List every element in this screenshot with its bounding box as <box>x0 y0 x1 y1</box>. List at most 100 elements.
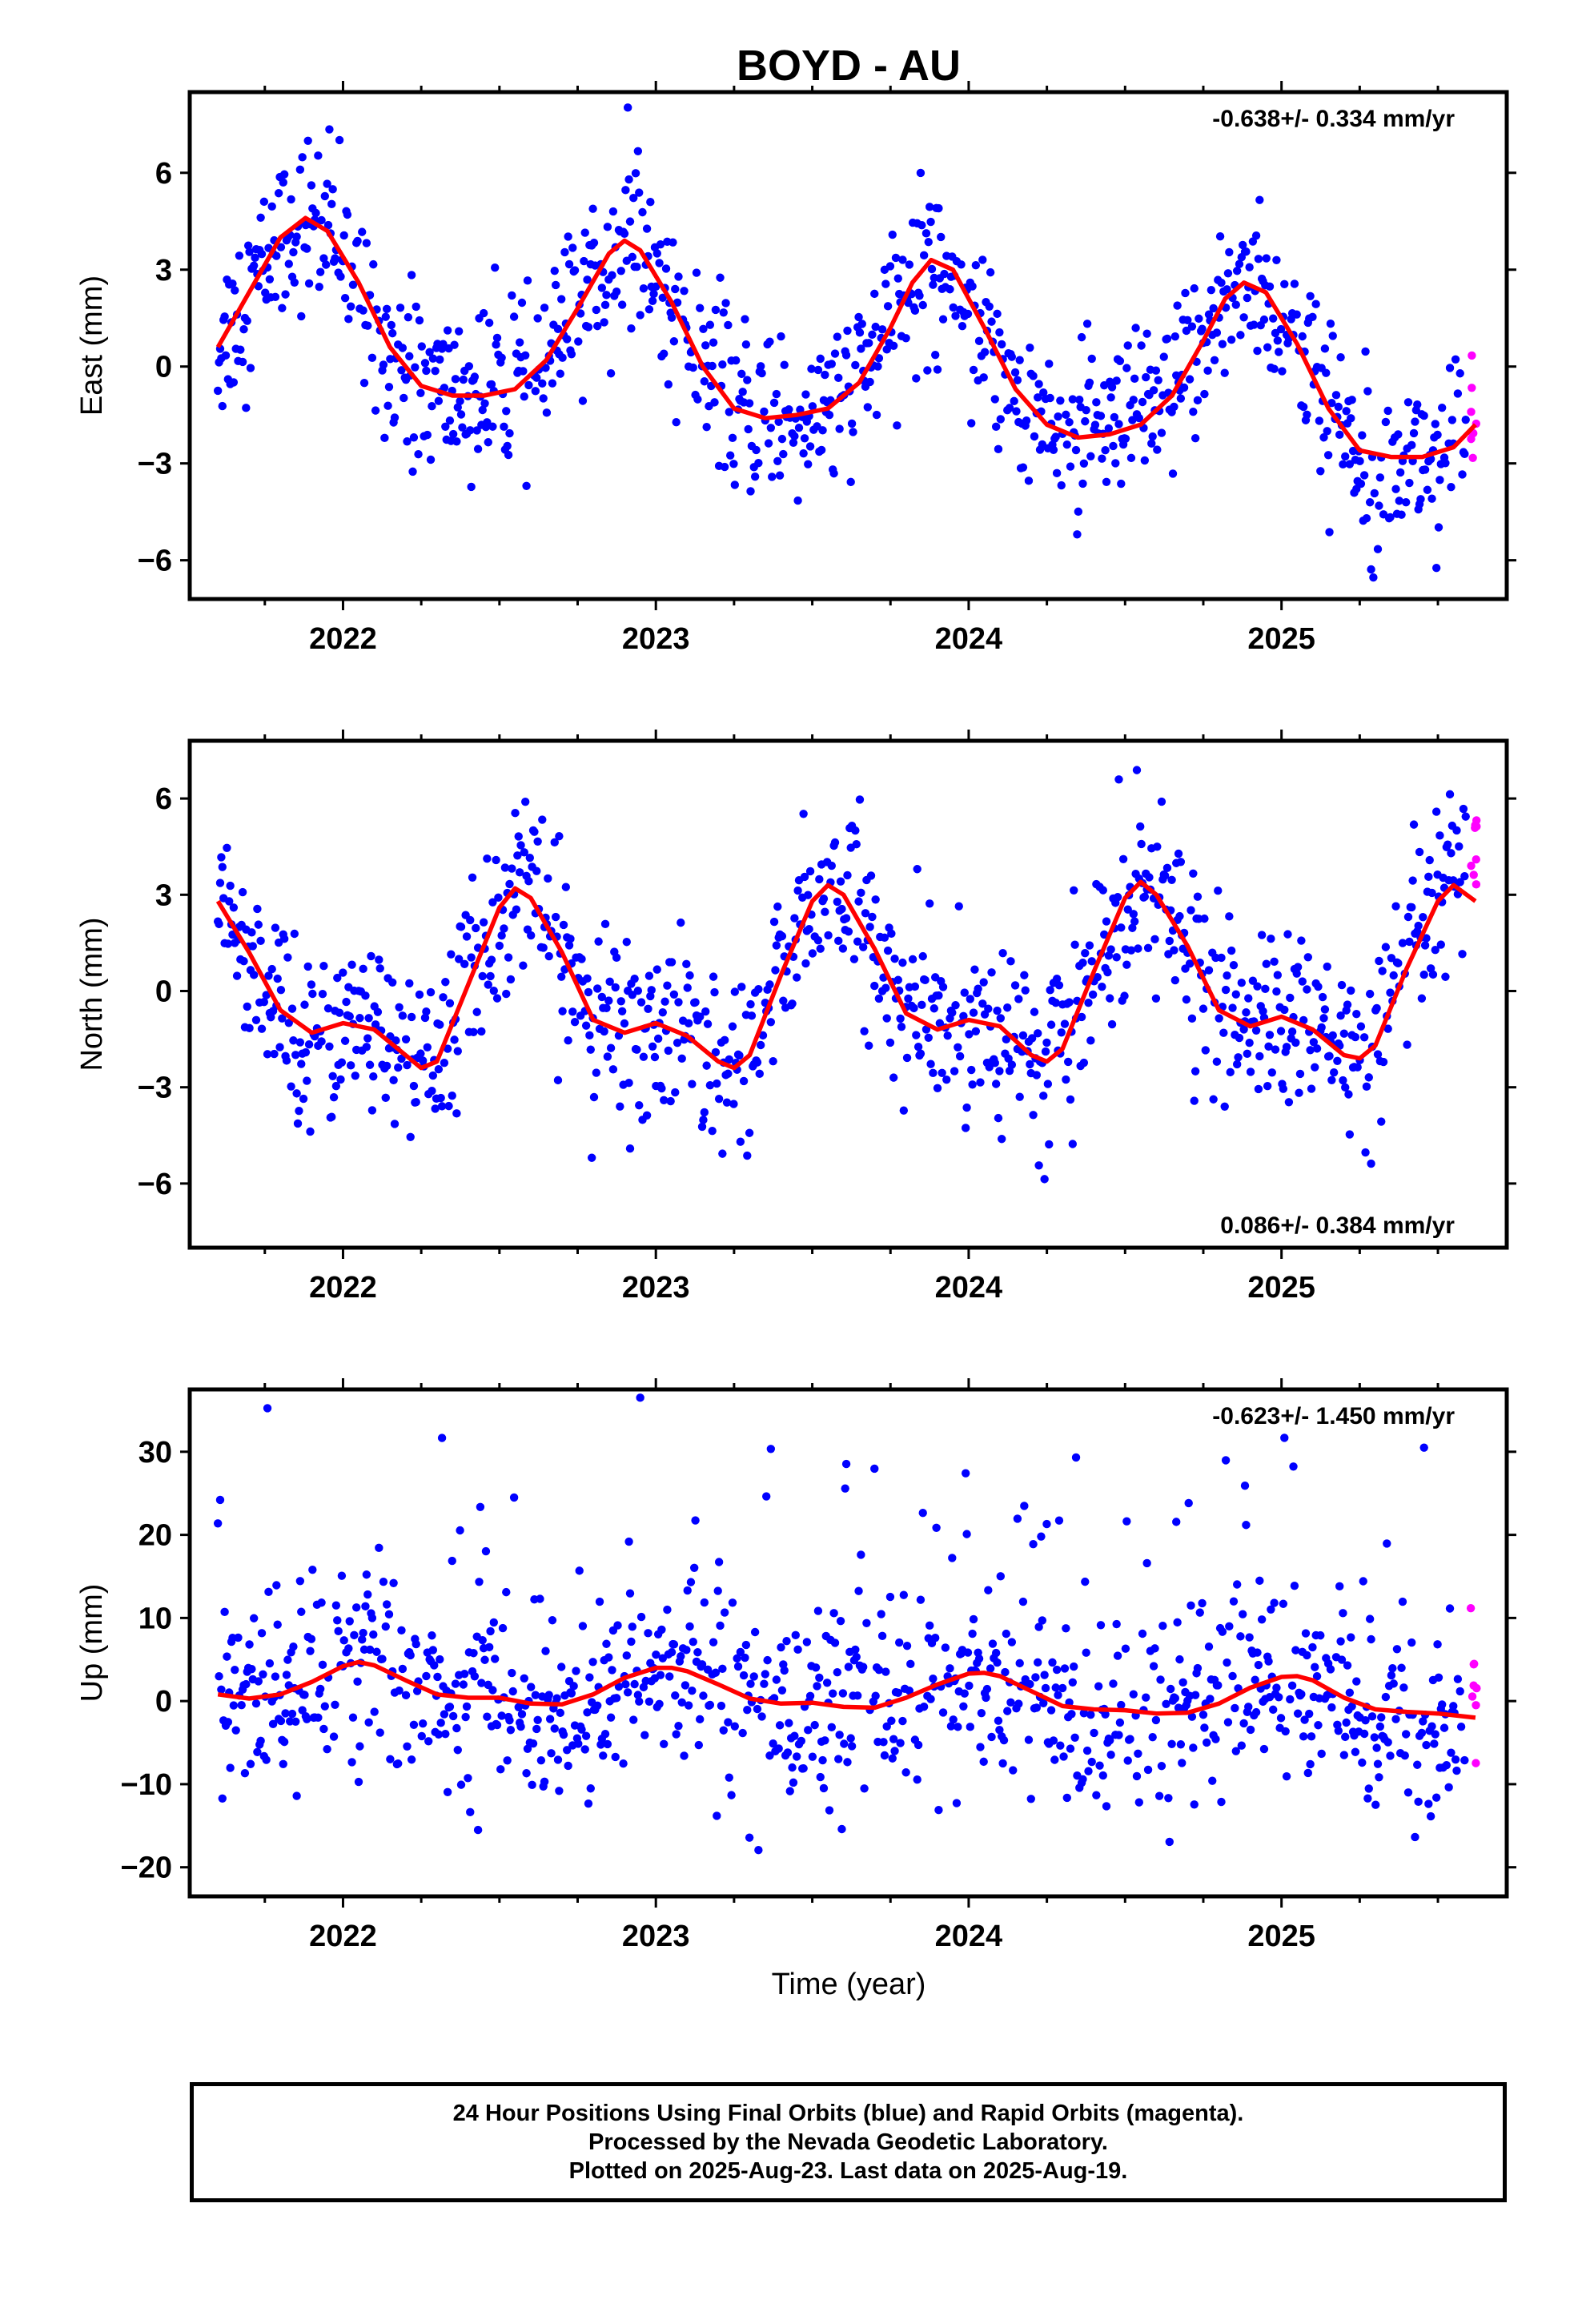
final-orbit-point <box>1062 1624 1070 1633</box>
final-orbit-point <box>1093 972 1102 982</box>
final-orbit-point <box>1068 395 1078 404</box>
final-orbit-point <box>417 1731 426 1741</box>
final-orbit-point <box>976 1078 985 1087</box>
final-orbit-point <box>1370 489 1379 498</box>
final-orbit-point <box>1078 1775 1087 1784</box>
final-orbit-point <box>673 298 682 308</box>
final-orbit-point <box>1102 917 1111 926</box>
final-orbit-point <box>1264 1657 1273 1666</box>
final-orbit-point <box>846 477 855 487</box>
final-orbit-point <box>1262 254 1271 263</box>
final-orbit-point <box>1098 1771 1107 1780</box>
final-orbit-point <box>1278 367 1287 376</box>
final-orbit-point <box>213 1519 223 1528</box>
final-orbit-point <box>422 1007 431 1016</box>
final-orbit-point <box>383 401 392 410</box>
final-orbit-point <box>1106 945 1115 954</box>
final-orbit-point <box>1461 415 1470 424</box>
final-orbit-point <box>1218 1627 1227 1636</box>
final-orbit-point <box>660 1096 669 1104</box>
final-orbit-point <box>450 340 459 349</box>
final-orbit-point <box>412 1639 420 1649</box>
final-orbit-point <box>1162 863 1172 873</box>
final-orbit-point <box>725 451 735 460</box>
final-orbit-point <box>602 291 611 300</box>
final-orbit-point <box>472 426 481 435</box>
final-orbit-point <box>1228 1003 1237 1012</box>
final-orbit-point <box>1223 1658 1231 1667</box>
panel-frame <box>187 738 1509 1250</box>
final-orbit-point <box>1060 1019 1070 1028</box>
final-orbit-point <box>1038 1616 1047 1625</box>
final-orbit-point <box>1166 1684 1175 1694</box>
final-orbit-point <box>1046 393 1054 403</box>
final-orbit-point <box>279 178 287 187</box>
final-orbit-point <box>240 1769 250 1778</box>
final-orbit-point <box>653 1034 663 1043</box>
final-orbit-point <box>837 904 846 914</box>
final-orbit-point <box>1232 267 1242 275</box>
final-orbit-point <box>1048 1658 1057 1667</box>
final-orbit-point <box>523 276 532 285</box>
final-orbit-point <box>1257 931 1267 939</box>
final-orbit-point <box>655 1699 664 1708</box>
final-orbit-point <box>1311 1063 1319 1072</box>
final-orbit-point <box>616 267 625 275</box>
final-orbit-point <box>720 462 729 472</box>
final-orbit-point <box>423 430 432 440</box>
final-orbit-point <box>1314 1721 1323 1730</box>
final-orbit-point <box>818 426 827 435</box>
final-orbit-point <box>1329 1068 1339 1077</box>
final-orbit-point <box>785 1787 794 1795</box>
final-orbit-point <box>291 1051 300 1059</box>
final-orbit-point <box>974 1654 984 1663</box>
final-orbit-point <box>563 1746 572 1755</box>
final-orbit-point <box>1228 1671 1237 1681</box>
final-orbit-point <box>358 227 367 236</box>
final-orbit-point <box>477 1679 486 1687</box>
final-orbit-point <box>340 293 350 303</box>
final-orbit-point <box>638 207 647 217</box>
final-orbit-point <box>881 983 890 992</box>
final-orbit-point <box>938 315 948 324</box>
final-orbit-point <box>1118 854 1128 864</box>
final-orbit-point <box>279 170 289 179</box>
final-orbit-point <box>1379 1057 1388 1067</box>
final-orbit-point <box>1221 985 1231 995</box>
final-orbit-point <box>1148 1733 1157 1742</box>
final-orbit-point <box>323 1744 331 1754</box>
final-orbit-point <box>1200 914 1209 923</box>
final-orbit-point <box>597 283 607 292</box>
final-orbit-point <box>854 897 863 906</box>
final-orbit-point <box>772 941 781 950</box>
final-orbit-point <box>808 1752 817 1761</box>
final-orbit-point <box>825 1806 834 1815</box>
final-orbit-point <box>833 897 842 907</box>
final-orbit-point <box>860 1027 869 1035</box>
final-orbit-point <box>433 1672 442 1682</box>
final-orbit-point <box>563 335 572 344</box>
final-orbit-point <box>1078 479 1087 489</box>
final-orbit-point <box>397 1626 406 1635</box>
x-tick-label: 2022 <box>309 1920 377 1953</box>
final-orbit-point <box>672 418 681 427</box>
final-orbit-point <box>959 1011 968 1020</box>
final-orbit-point <box>281 1709 290 1718</box>
final-orbit-point <box>790 1731 799 1740</box>
final-orbit-point <box>1022 416 1031 425</box>
final-orbit-point <box>231 1726 240 1735</box>
final-orbit-point <box>962 1103 971 1112</box>
final-orbit-point <box>423 1043 432 1051</box>
final-orbit-point <box>502 407 511 416</box>
final-orbit-point <box>1183 316 1192 324</box>
final-orbit-point <box>583 1708 592 1717</box>
final-orbit-point <box>912 1031 921 1039</box>
final-orbit-point <box>597 992 607 1002</box>
final-orbit-point <box>974 984 982 993</box>
final-orbit-point <box>1244 994 1253 1003</box>
final-orbit-point <box>1079 1058 1089 1068</box>
final-orbit-point <box>581 1021 591 1030</box>
final-orbit-point <box>630 1679 639 1689</box>
final-orbit-point <box>749 1672 758 1681</box>
final-orbit-point <box>287 1082 295 1091</box>
